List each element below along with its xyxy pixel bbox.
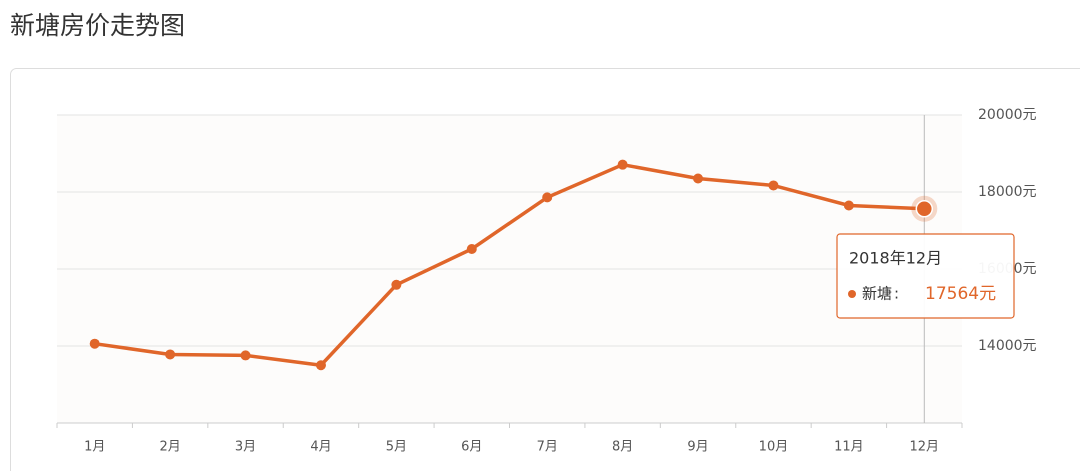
point [693,173,704,184]
tooltip [836,233,1015,319]
x-tick-label: 5月 [386,440,407,455]
x-tick-label: 12月 [910,440,940,455]
point [89,338,100,349]
point [768,180,779,191]
tooltip-name: 新塘 [862,285,892,303]
chart-title: 新塘房价走势图 [10,11,185,40]
point [542,192,553,203]
x-tick-label: 1月 [84,440,105,455]
point [617,159,628,170]
x-tick-label: 11月 [834,440,864,455]
point [843,200,854,211]
x-tick-label: 6月 [461,440,482,455]
x-tick-label: 8月 [612,440,633,455]
point [391,279,402,290]
y-tick-label: 18000元 [978,184,1037,200]
point [240,350,251,361]
tooltip-dot [848,290,856,298]
point [466,243,477,254]
y-tick-label: 14000元 [978,338,1037,354]
tooltip-title: 2018年12月 [849,249,942,268]
data-label: 17564元 [925,284,996,304]
y-tick-label: 20000元 [978,107,1037,123]
x-tick-label: 9月 [687,440,708,455]
x-tick-label: 4月 [310,440,331,455]
tooltip-colon: : [894,285,899,303]
point [165,349,176,360]
x-tick-label: 10月 [759,440,789,455]
x-tick-label: 2月 [159,440,180,455]
x-tick-label: 7月 [537,440,558,455]
point [915,200,934,218]
point [315,360,326,371]
series-line [94,162,925,368]
x-tick-label: 3月 [235,440,256,455]
